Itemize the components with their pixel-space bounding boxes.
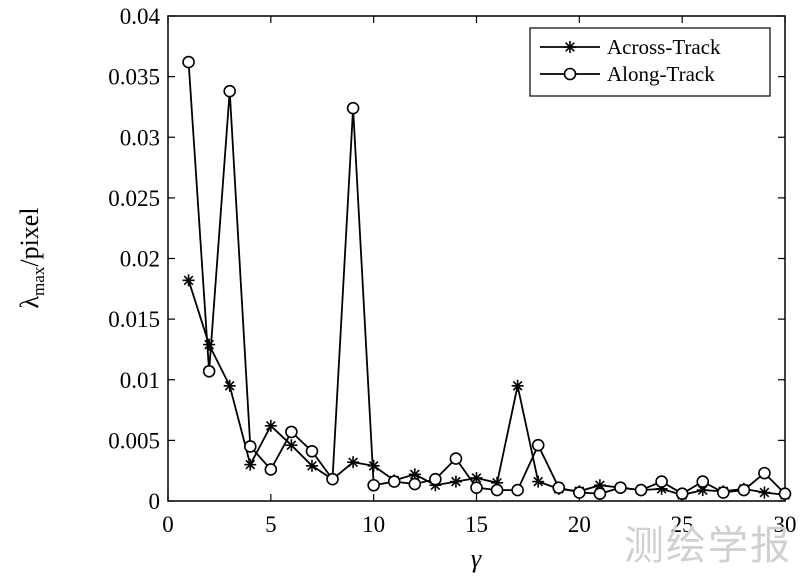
y-axis-label-rest: /pixel: [15, 207, 44, 266]
legend-swatch-marker: [564, 41, 576, 53]
x-tick-label: 5: [265, 512, 277, 537]
data-point: [573, 486, 586, 499]
legend: Across-Track Along-Track: [529, 27, 771, 97]
data-point: [449, 475, 462, 488]
x-axis: 0 5 10 15 20 25 30: [162, 16, 797, 537]
data-point: [490, 483, 504, 497]
legend-swatch-marker: [563, 67, 577, 81]
data-point: [511, 483, 524, 497]
data-point: [387, 475, 401, 488]
x-tick-label: 0: [162, 512, 174, 537]
x-tick-label: 25: [671, 512, 694, 537]
data-point: [264, 463, 278, 476]
data-point: [326, 472, 339, 486]
data-point: [778, 487, 792, 501]
legend-box: [529, 27, 771, 97]
data-point: [532, 475, 545, 488]
data-point: [675, 487, 689, 501]
data-point: [305, 444, 319, 458]
data-point: [244, 458, 257, 471]
data-point: [737, 483, 751, 497]
legend-label: Along-Track: [607, 62, 715, 86]
data-point: [408, 477, 422, 491]
x-tick-label: 20: [568, 512, 591, 537]
data-point: [367, 478, 380, 492]
data-point: [285, 425, 298, 439]
y-axis-label: λmax/pixel: [15, 207, 48, 308]
y-tick-label: 0.015: [108, 307, 160, 332]
y-tick-label: 0.01: [120, 368, 160, 393]
watermark: 测绘学报: [624, 523, 792, 569]
x-tick-label: 15: [465, 512, 488, 537]
legend-item: Across-Track: [540, 35, 721, 59]
series-along-track: [182, 55, 792, 501]
y-tick-label: 0.04: [120, 4, 161, 29]
data-point: [429, 472, 442, 486]
y-tick-label: 0.035: [108, 65, 160, 90]
data-point: [367, 459, 380, 472]
data-point: [264, 419, 277, 432]
svg-text:λmax/pixel: λmax/pixel: [15, 207, 48, 308]
y-tick-label: 0.03: [120, 125, 160, 150]
data-point: [305, 459, 318, 472]
series-layer: [182, 55, 792, 501]
data-point: [449, 452, 463, 465]
data-point: [285, 439, 298, 452]
data-point: [696, 475, 710, 488]
data-point: [203, 338, 216, 351]
y-axis: 0 0.005 0.01 0.015 0.02 0.025 0.03 0.035 0.04: [108, 4, 785, 514]
x-axis-label: γ: [471, 544, 482, 573]
data-point: [347, 456, 360, 469]
data-point: [758, 466, 771, 480]
x-tick-label: 10: [362, 512, 385, 537]
data-point: [716, 486, 730, 499]
y-axis-label-main: λ: [15, 296, 44, 309]
data-point: [655, 475, 668, 488]
data-point: [470, 481, 483, 494]
data-point: [243, 440, 257, 453]
series-line: [187, 62, 786, 495]
data-point: [552, 481, 566, 494]
data-point: [614, 481, 627, 494]
y-tick-label: 0: [149, 489, 161, 514]
data-point: [346, 101, 360, 115]
data-point: [182, 274, 195, 287]
data-point: [531, 438, 545, 452]
y-axis-label-sub: max: [29, 266, 48, 296]
y-tick-label: 0.025: [108, 186, 160, 211]
legend-label: Across-Track: [607, 35, 721, 59]
data-point: [182, 55, 195, 69]
x-tick-label: 30: [774, 512, 797, 537]
y-tick-label: 0.02: [120, 247, 160, 272]
data-point: [758, 486, 771, 499]
data-point: [223, 84, 236, 98]
legend-item: Along-Track: [540, 62, 715, 86]
data-point: [593, 487, 607, 501]
data-point: [634, 483, 648, 497]
data-point: [511, 379, 524, 392]
y-tick-label: 0.005: [108, 428, 160, 453]
data-point: [223, 379, 236, 392]
data-point: [202, 364, 216, 378]
series-line: [187, 280, 786, 496]
